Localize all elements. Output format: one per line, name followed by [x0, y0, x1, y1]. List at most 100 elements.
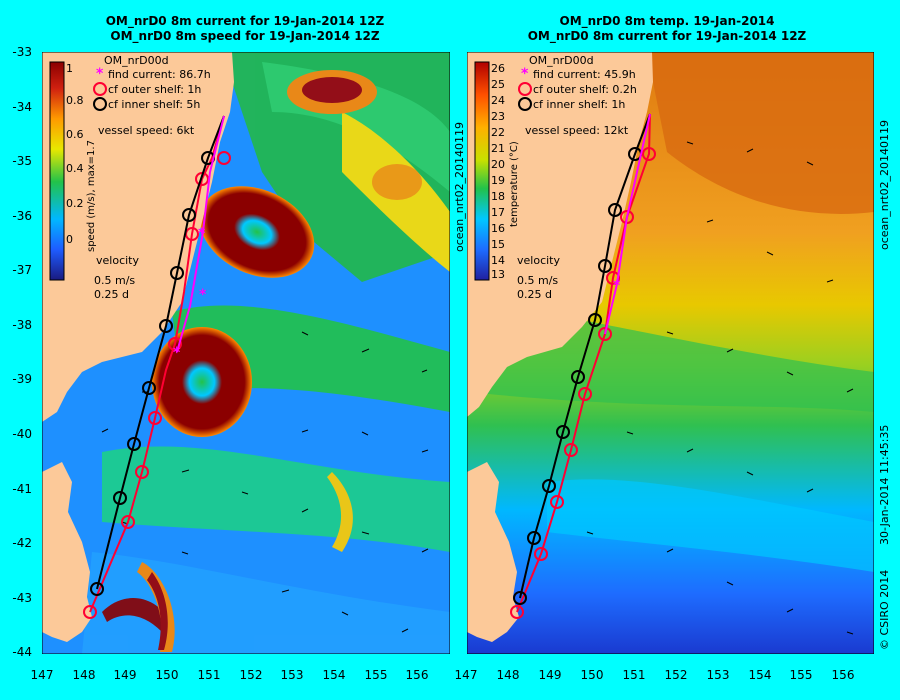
outer-shelf-legend-icon — [518, 82, 532, 96]
cbar-tick: 25 — [491, 78, 505, 91]
cbar-tick: 19 — [491, 174, 505, 187]
legend-inner-shelf: cf inner shelf: 1h — [533, 98, 625, 111]
warm-eddy-south — [152, 327, 252, 437]
lat-tick: -35 — [12, 154, 32, 168]
outer-shelf-markers — [83, 151, 231, 619]
outer-shelf-track — [516, 113, 651, 613]
render-timestamp: 30-Jan-2014 11:45:35 — [878, 424, 891, 545]
velocity-vectors — [586, 141, 854, 635]
lon-tick: 155 — [364, 668, 388, 682]
right-run-label: ocean_nrt02_20140119 — [878, 119, 891, 250]
cbar-tick: 21 — [491, 142, 505, 155]
lon-tick: 149 — [113, 668, 137, 682]
svg-text:*: * — [613, 278, 621, 294]
svg-text:*: * — [198, 226, 206, 242]
inner-shelf-markers — [90, 151, 215, 596]
lat-tick: -34 — [12, 100, 32, 114]
lat-tick: -33 — [12, 45, 32, 59]
right-map-temperature: * 26 25 24 23 22 21 20 19 18 17 16 15 14… — [467, 52, 874, 654]
lon-tick: 150 — [155, 668, 179, 682]
cbar-tick: 0.8 — [66, 94, 84, 107]
right-title-line1: OM_nrD0 8m temp. 19-Jan-2014 — [559, 14, 775, 28]
lon-tick: 148 — [72, 668, 96, 682]
velocity-scale: 0.5 m/s — [94, 274, 135, 287]
lon-tick: 156 — [405, 668, 429, 682]
lon-tick: 153 — [706, 668, 730, 682]
legend-title: OM_nrD00d — [104, 54, 169, 67]
outer-shelf-track — [89, 115, 225, 613]
svg-text:*: * — [173, 345, 181, 361]
land-mainland — [467, 52, 653, 417]
lon-tick: 156 — [831, 668, 855, 682]
copyright-notice: © CSIRO 2014 — [878, 569, 891, 650]
find-current-track — [604, 113, 651, 335]
cbar-tick: 14 — [491, 254, 505, 267]
lon-tick: 154 — [748, 668, 772, 682]
cbar-tick: 0.6 — [66, 128, 84, 141]
cbar-tick: 13 — [491, 268, 505, 281]
lon-tick: 147 — [30, 668, 54, 682]
cbar-tick: 15 — [491, 238, 505, 251]
lon-tick: 151 — [622, 668, 646, 682]
land-tasmania — [467, 462, 519, 642]
cbar-tick: 0.2 — [66, 197, 84, 210]
svg-text:*: * — [199, 287, 207, 303]
vessel-speed: vessel speed: 12kt — [525, 124, 629, 137]
legend-inner-shelf: cf inner shelf: 5h — [108, 98, 200, 111]
lat-tick: -42 — [12, 536, 32, 550]
cbar-tick: 22 — [491, 126, 505, 139]
cbar-tick: 20 — [491, 158, 505, 171]
land-tasmania — [42, 462, 92, 642]
lon-tick: 147 — [454, 668, 478, 682]
find-current-markers: * — [613, 278, 621, 294]
lat-tick: -36 — [12, 209, 32, 223]
right-title-line2: OM_nrD0 8m current for 19-Jan-2014 12Z — [527, 29, 807, 43]
lat-tick: -44 — [12, 645, 32, 659]
lon-tick: 150 — [580, 668, 604, 682]
warm-eddy-north — [199, 186, 315, 278]
lat-tick: -40 — [12, 427, 32, 441]
inner-shelf-track — [519, 113, 651, 599]
lat-tick: -39 — [12, 372, 32, 386]
legend-outer-shelf: cf outer shelf: 1h — [108, 83, 201, 96]
left-map-speed: * * * 1 0.8 0.6 0.4 0.2 0 speed (m/s), m… — [42, 52, 450, 654]
lat-tick: -43 — [12, 591, 32, 605]
lon-tick: 154 — [322, 668, 346, 682]
velocity-time: 0.25 d — [94, 288, 129, 301]
cbar-tick: 23 — [491, 110, 505, 123]
cbar-tick: 0.4 — [66, 162, 84, 175]
temperature-colorbar-ticks: 26 25 24 23 22 21 20 19 18 17 16 15 14 1… — [491, 62, 505, 281]
find-current-legend-icon: * — [521, 66, 529, 82]
speed-colorbar-label: speed (m/s), max=1.7 — [86, 140, 97, 252]
legend-find-current: find current: 86.7h — [108, 68, 211, 81]
find-current-track — [176, 115, 225, 353]
outer-shelf-legend-icon — [93, 82, 107, 96]
left-title-line2: OM_nrD0 8m speed for 19-Jan-2014 12Z — [110, 29, 380, 43]
right-legend: OM_nrD00d * find current: 45.9h cf outer… — [517, 54, 637, 301]
outer-shelf-markers — [510, 147, 656, 619]
speed-colorbar — [49, 61, 65, 281]
legend-outer-shelf: cf outer shelf: 0.2h — [533, 83, 637, 96]
land-mainland — [42, 52, 234, 422]
speed-field-patches — [82, 52, 450, 654]
temperature-colorbar — [474, 61, 490, 281]
legend-find-current: find current: 45.9h — [533, 68, 636, 81]
cbar-tick: 26 — [491, 62, 505, 75]
lon-tick: 152 — [664, 668, 688, 682]
legend-title: OM_nrD00d — [529, 54, 594, 67]
vessel-speed: vessel speed: 6kt — [98, 124, 195, 137]
cbar-tick: 18 — [491, 190, 505, 203]
speed-colorbar-ticks: 1 0.8 0.6 0.4 0.2 0 — [66, 62, 84, 246]
inner-shelf-markers — [513, 147, 642, 605]
lon-tick: 155 — [789, 668, 813, 682]
velocity-label: velocity — [517, 254, 560, 267]
left-run-label: ocean_nrt02_20140119 — [453, 121, 466, 252]
find-current-legend-icon: * — [96, 66, 104, 82]
lat-tick: -37 — [12, 263, 32, 277]
left-map-title: OM_nrD0 8m current for 19-Jan-2014 12Z O… — [60, 14, 430, 44]
inner-shelf-legend-icon — [93, 97, 107, 111]
right-map-title: OM_nrD0 8m temp. 19-Jan-2014 OM_nrD0 8m … — [482, 14, 852, 44]
lon-tick: 151 — [197, 668, 221, 682]
left-title-line1: OM_nrD0 8m current for 19-Jan-2014 12Z — [105, 14, 385, 28]
left-legend: OM_nrD00d * find current: 86.7h cf outer… — [93, 54, 211, 301]
